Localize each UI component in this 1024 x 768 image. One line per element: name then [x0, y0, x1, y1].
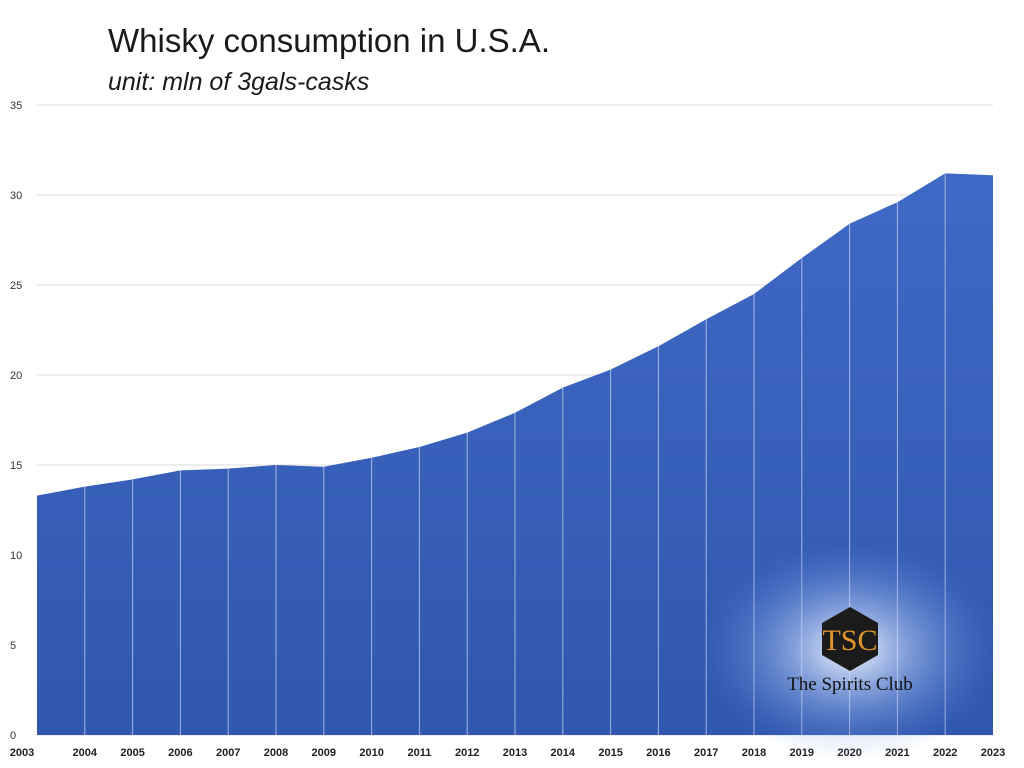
y-tick-label: 5 [10, 640, 16, 652]
y-tick-label: 10 [10, 550, 22, 562]
x-axis-ticks: 2003 2004 2005 2006 2007 2008 2009 2010 2011 2012… [10, 747, 1005, 759]
spirits-club-watermark: TSC The Spirits Club [700, 540, 1000, 760]
x-tick-label: 2015 [598, 747, 622, 759]
x-tick-label: 2022 [933, 747, 957, 759]
x-tick-label: 2014 [551, 747, 576, 759]
x-tick-label: 2012 [455, 747, 479, 759]
y-tick-label: 25 [10, 280, 22, 292]
logo-text: The Spirits Club [787, 674, 913, 695]
x-tick-label: 2023 [981, 747, 1005, 759]
x-tick-label: 2018 [742, 747, 766, 759]
y-axis-ticks: 0 5 10 15 20 25 30 35 [10, 100, 22, 742]
x-tick-label: 2008 [264, 747, 288, 759]
y-tick-label: 35 [10, 100, 22, 112]
y-tick-label: 30 [10, 190, 22, 202]
x-tick-label: 2003 [10, 747, 34, 759]
x-tick-label: 2010 [359, 747, 383, 759]
logo-hexagon-icon [822, 607, 878, 671]
x-tick-label: 2013 [503, 747, 527, 759]
y-tick-label: 20 [10, 370, 22, 382]
chart-subtitle: unit: mln of 3gals-casks [108, 68, 370, 96]
x-tick-label: 2016 [646, 747, 670, 759]
x-tick-label: 2006 [168, 747, 192, 759]
y-tick-label: 0 [10, 730, 16, 742]
chart-title: Whisky consumption in U.S.A. [108, 22, 550, 59]
x-tick-label: 2009 [312, 747, 336, 759]
y-tick-label: 15 [10, 460, 22, 472]
x-tick-label: 2017 [694, 747, 718, 759]
logo-monogram: TSC [822, 624, 877, 657]
x-tick-label: 2004 [73, 747, 98, 759]
x-tick-label: 2005 [120, 747, 144, 759]
x-tick-label: 2011 [407, 747, 431, 759]
x-tick-label: 2007 [216, 747, 240, 759]
